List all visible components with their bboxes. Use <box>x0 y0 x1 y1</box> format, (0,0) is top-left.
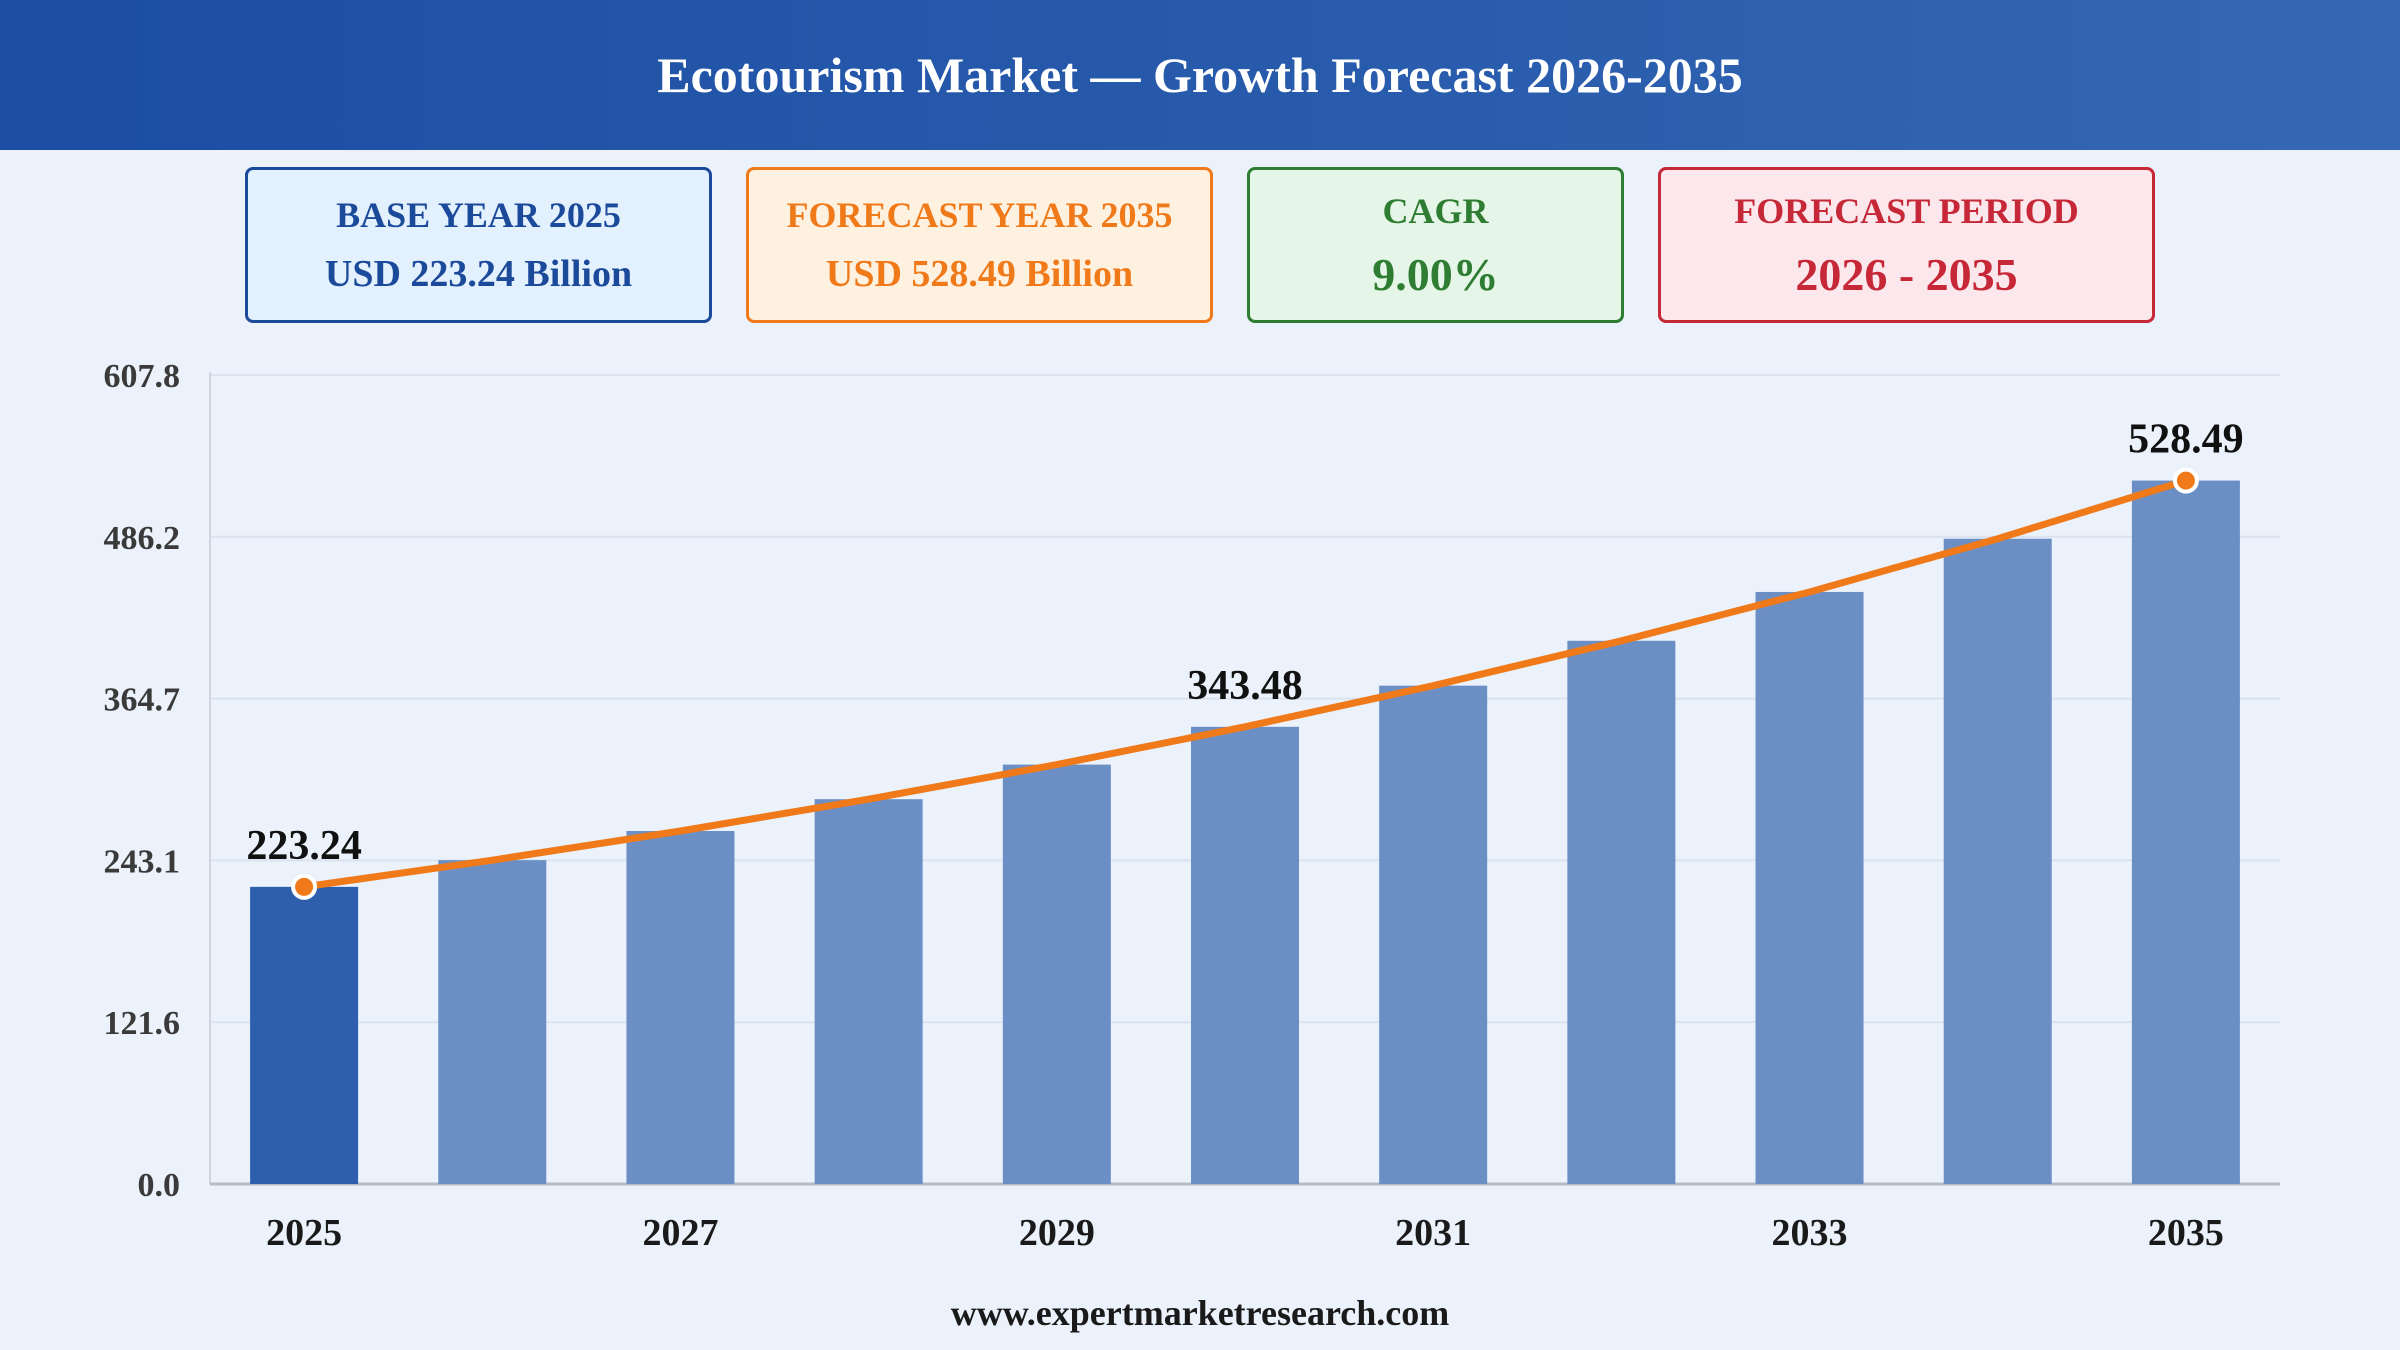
bar-2034 <box>1943 538 2052 1184</box>
bar-2029 <box>1002 764 1111 1184</box>
bar-2027 <box>626 831 735 1184</box>
base-year-label: BASE YEAR 2025 <box>336 195 621 235</box>
base-year-card: BASE YEAR 2025 USD 223.24 Billion <box>245 167 712 323</box>
x-tick-label: 2033 <box>1772 1212 1848 1254</box>
y-tick-label: 121.6 <box>104 1005 181 1042</box>
x-tick-label: 2029 <box>1019 1212 1095 1254</box>
y-tick-label: 607.8 <box>104 358 181 395</box>
bar-2033 <box>1755 591 1864 1184</box>
x-tick-label: 2035 <box>2148 1212 2224 1254</box>
forecast-period-card: FORECAST PERIOD 2026 - 2035 <box>1658 167 2155 323</box>
footer-url: www.expertmarketresearch.com <box>950 1293 1450 1333</box>
data-label: 528.49 <box>2128 417 2244 463</box>
data-label: 343.48 <box>1187 663 1303 709</box>
y-tick-label: 486.2 <box>104 520 181 557</box>
cagr-value: 9.00% <box>1372 248 1499 300</box>
forecast-period-value: 2026 - 2035 <box>1795 248 2018 300</box>
page-title: Ecotourism Market — Growth Forecast 2026… <box>657 47 1743 103</box>
x-tick-label: 2025 <box>266 1212 342 1254</box>
cagr-card: CAGR 9.00% <box>1247 167 1624 323</box>
forecast-year-card: FORECAST YEAR 2035 USD 528.49 Billion <box>746 167 1213 323</box>
bar-2032 <box>1567 640 1676 1184</box>
cagr-label: CAGR <box>1382 190 1489 231</box>
trend-marker <box>291 873 318 900</box>
x-tick-label: 2027 <box>642 1212 718 1254</box>
x-tick-label: 2031 <box>1395 1212 1471 1254</box>
y-tick-label: 243.1 <box>104 843 181 880</box>
trend-line <box>300 477 2190 891</box>
y-tick-label: 0.0 <box>138 1167 181 1204</box>
forecast-year-value: USD 528.49 Billion <box>825 253 1134 295</box>
data-label: 223.24 <box>246 823 362 869</box>
forecast-year-label: FORECAST YEAR 2035 <box>786 195 1173 235</box>
bar-2025 <box>250 886 359 1184</box>
bar-2026 <box>438 860 547 1184</box>
forecast-period-label: FORECAST PERIOD <box>1734 190 2079 231</box>
bar-2035 <box>2131 480 2240 1185</box>
trend-marker <box>2172 467 2199 494</box>
bar-2030 <box>1191 726 1299 1184</box>
y-tick-label: 364.7 <box>104 682 181 719</box>
base-year-value: USD 223.24 Billion <box>324 253 633 295</box>
bar-2031 <box>1379 685 1488 1184</box>
header-banner: Ecotourism Market — Growth Forecast 2026… <box>0 0 2400 150</box>
bar-2028 <box>814 799 923 1184</box>
